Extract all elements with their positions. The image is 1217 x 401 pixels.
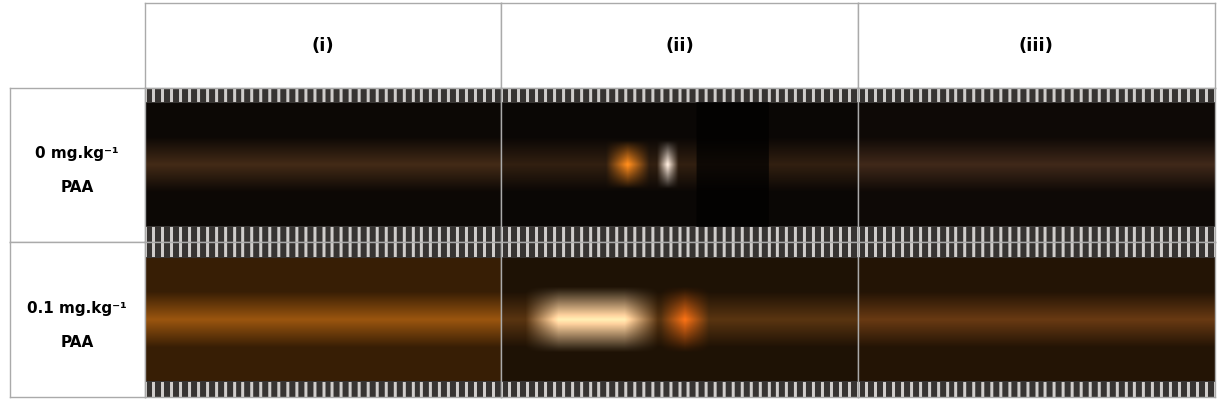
Text: PAA: PAA xyxy=(61,334,94,349)
Text: (iii): (iii) xyxy=(1019,37,1054,55)
Text: PAA: PAA xyxy=(61,180,94,195)
Text: 0.1 mg.kg⁻¹: 0.1 mg.kg⁻¹ xyxy=(27,300,127,315)
Text: 0 mg.kg⁻¹: 0 mg.kg⁻¹ xyxy=(35,146,119,161)
Text: (i): (i) xyxy=(312,37,335,55)
Text: (ii): (ii) xyxy=(666,37,694,55)
